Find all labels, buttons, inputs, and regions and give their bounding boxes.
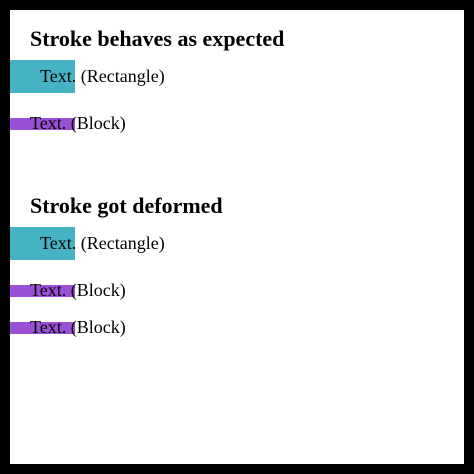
block-example-row: Text. (Block) [10, 276, 450, 310]
section-heading-deformed: Stroke got deformed [30, 195, 223, 217]
block-example-row: Text. (Block) [10, 313, 450, 347]
block-text: Text. (Block) [30, 317, 126, 337]
rectangle-example-row: Text. (Rectangle) [10, 227, 450, 261]
block-text: Text. (Block) [30, 280, 126, 300]
block-text: Text. (Block) [30, 113, 126, 133]
block-example-row: Text. (Block) [10, 109, 450, 143]
rectangle-text: Text. (Rectangle) [40, 233, 165, 253]
section-heading-expected: Stroke behaves as expected [30, 28, 284, 50]
document-page: Stroke behaves as expected Text. (Rectan… [10, 10, 464, 464]
rectangle-text: Text. (Rectangle) [40, 66, 165, 86]
rectangle-example-row: Text. (Rectangle) [10, 60, 450, 94]
